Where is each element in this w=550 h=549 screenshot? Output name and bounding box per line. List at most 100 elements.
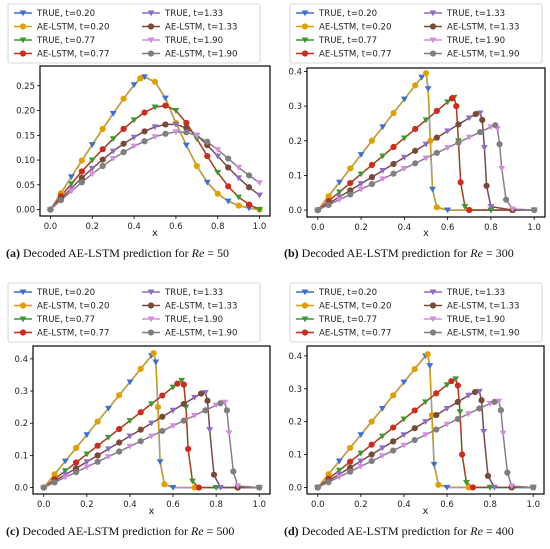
- data-point-c-true-190: [83, 464, 91, 471]
- data-point-c-true-133: [126, 433, 134, 440]
- data-point-b-ae-190: [433, 149, 440, 156]
- data-point-d-true-133: [443, 405, 451, 412]
- data-point-b-ae-133: [412, 147, 419, 154]
- data-point-c-true-190: [148, 433, 155, 440]
- legend-marker-b-ae-190: [429, 50, 437, 57]
- plot-frame-c: [32, 345, 271, 495]
- legend-label-d-ae-020: AE-LSTM, t=0.20: [319, 302, 392, 312]
- data-point-b-true-133: [422, 141, 430, 148]
- caption-c-label: (c): [6, 524, 20, 538]
- data-point-a-true-190: [256, 180, 263, 187]
- data-point-a-ae-020: [235, 202, 242, 209]
- data-point-b-ae-020: [390, 109, 397, 117]
- legend-label-c-ae-020: AE-LSTM, t=0.20: [37, 302, 110, 312]
- data-point-c-true-190: [105, 454, 112, 460]
- data-point-a-ae-020: [120, 95, 127, 102]
- data-point-d-ae-190: [433, 426, 440, 433]
- data-point-b-true-020: [424, 86, 432, 93]
- data-point-d-true-077: [456, 409, 464, 416]
- data-point-b-ae-133: [390, 160, 397, 168]
- legend-marker-a-true-077: [19, 37, 27, 44]
- legend-marker-c-ae-020: [19, 302, 27, 309]
- data-point-c-true-133: [83, 459, 91, 466]
- plot-frame-b: [306, 67, 546, 218]
- data-point-c-true-077: [169, 384, 177, 391]
- data-point-b-ae-077: [368, 161, 376, 169]
- data-point-d-ae-020: [368, 418, 375, 425]
- legend-marker-c-ae-133: [147, 302, 155, 309]
- data-point-b-ae-133: [483, 182, 490, 189]
- data-point-a-ae-133: [141, 128, 148, 135]
- legend-label-a-true-020: TRUE, t=0.20: [36, 9, 95, 19]
- legend-label-a-true-133: TRUE, t=1.33: [164, 9, 223, 19]
- data-point-c-true-077: [178, 377, 186, 384]
- data-point-c-ae-077: [116, 425, 123, 433]
- data-point-b-true-020: [357, 152, 365, 158]
- legend-label-a-ae-190: AE-LSTM, t=1.90: [165, 50, 238, 60]
- legend-box-a: [7, 3, 261, 64]
- legend-marker-d-true-190: [429, 316, 437, 323]
- data-point-b-ae-133: [472, 110, 479, 118]
- data-point-d-ae-020: [390, 392, 397, 399]
- data-point-d-true-077: [463, 479, 470, 486]
- data-point-a-true-133: [151, 124, 159, 131]
- plot-frame-d: [306, 345, 545, 495]
- data-point-c-ae-190: [159, 427, 166, 435]
- legend-label-a-true-190: TRUE, t=1.90: [164, 36, 223, 46]
- data-point-a-ae-077: [120, 125, 127, 132]
- data-point-c-true-020: [61, 458, 69, 465]
- data-point-b-ae-077: [347, 179, 354, 187]
- data-point-a-true-020: [67, 174, 75, 181]
- data-point-b-true-077: [379, 153, 387, 160]
- data-point-b-true-077: [357, 171, 365, 178]
- data-point-b-ae-020: [412, 82, 419, 89]
- data-point-c-ae-020: [116, 392, 123, 399]
- legend-box-d: [289, 282, 543, 343]
- legend-label-b-ae-133: AE-LSTM, t=1.33: [447, 23, 520, 33]
- data-point-b-ae-190: [502, 196, 510, 203]
- y-tick-label-b: 0.4: [288, 67, 302, 77]
- y-tick-label-c: 0.0: [14, 484, 28, 494]
- data-point-c-true-190: [169, 423, 177, 430]
- x-tick-label-c: 0.8: [209, 500, 223, 510]
- data-point-b-ae-190: [476, 129, 484, 136]
- series-line-a-ae-020: [49, 76, 260, 211]
- legend-label-d-true-133: TRUE, t=1.33: [446, 288, 505, 298]
- data-point-d-true-020: [357, 432, 365, 439]
- data-point-a-ae-133: [162, 121, 169, 128]
- y-tick-label-c: 0.4: [14, 355, 28, 365]
- y-tick-label-a: 0.05: [16, 181, 35, 191]
- legend-label-b-true-133: TRUE, t=1.33: [446, 9, 505, 19]
- data-point-a-true-133: [256, 192, 263, 199]
- legend-marker-c-true-077: [19, 316, 27, 323]
- data-point-d-true-133: [422, 419, 429, 425]
- data-point-a-true-077: [88, 157, 96, 164]
- data-point-a-true-020: [109, 110, 117, 117]
- data-point-d-ae-077: [411, 407, 418, 414]
- data-point-a-ae-020: [214, 190, 221, 197]
- data-point-d-true-190: [379, 453, 386, 460]
- data-point-a-ae-190: [120, 149, 127, 156]
- data-point-d-ae-077: [454, 382, 461, 389]
- y-tick-label-a: 0.00: [16, 206, 35, 216]
- data-point-d-ae-133: [454, 398, 461, 406]
- data-point-c-ae-190: [40, 484, 47, 491]
- data-point-c-ae-190: [217, 400, 224, 407]
- legend-label-b-true-077: TRUE, t=0.77: [318, 36, 377, 46]
- data-point-d-true-077: [357, 450, 365, 457]
- data-point-c-true-077: [105, 434, 112, 441]
- data-point-a-ae-020: [78, 157, 85, 164]
- y-tick-label-a: 0.10: [16, 156, 35, 166]
- data-point-a-true-133: [109, 148, 117, 155]
- x-tick-label-a: 0.2: [86, 222, 100, 232]
- data-point-b-true-020: [444, 207, 452, 214]
- data-point-c-true-020: [126, 379, 134, 386]
- x-tick-label-a: 0.6: [169, 222, 183, 232]
- legend-label-a-ae-077: AE-LSTM, t=0.77: [37, 50, 110, 60]
- legend-marker-d-true-020: [301, 289, 309, 296]
- legend-marker-b-true-077: [301, 37, 309, 44]
- data-point-b-ae-190: [390, 170, 397, 177]
- y-tick-label-c: 0.2: [14, 419, 28, 429]
- data-point-d-true-077: [486, 484, 494, 491]
- x-tick-label-c: 0.4: [123, 500, 137, 510]
